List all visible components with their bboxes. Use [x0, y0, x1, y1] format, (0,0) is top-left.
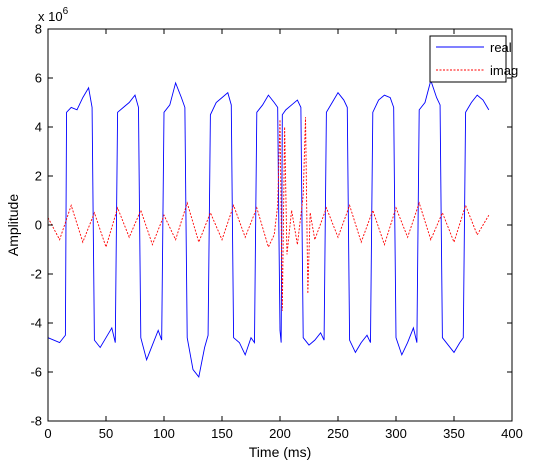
y-tick-label: 4: [35, 120, 42, 135]
y-tick-label: -8: [30, 414, 42, 429]
series-line-real: [47, 78, 490, 378]
y-tick-label: -4: [30, 316, 42, 331]
series-layer: [47, 78, 490, 378]
x-tick-label: 50: [99, 426, 113, 441]
y-axis-exponent-power: 6: [63, 6, 69, 17]
legend-label-imag: imag: [490, 63, 518, 78]
x-tick-label: 350: [443, 426, 465, 441]
legend-label-real: real: [490, 40, 512, 55]
plot-area: [48, 29, 512, 421]
y-axis-exponent-label: x 106: [38, 6, 69, 24]
x-tick-label: 300: [385, 426, 407, 441]
legend: real imag: [429, 35, 518, 83]
x-axis-ticks: 0 50 100 150 200 250 300 350 400: [44, 29, 523, 441]
x-tick-label: 100: [153, 426, 175, 441]
y-tick-label: -6: [30, 365, 42, 380]
y-tick-label: -2: [30, 267, 42, 282]
x-tick-label: 150: [211, 426, 233, 441]
x-tick-label: 400: [501, 426, 523, 441]
y-axis-exponent-base: x 10: [38, 9, 63, 24]
series-line-imag: [47, 117, 490, 311]
x-tick-label: 250: [327, 426, 349, 441]
y-tick-label: 8: [35, 22, 42, 37]
y-axis-label: Amplitude: [5, 194, 21, 256]
legend-box: [429, 35, 507, 83]
y-tick-label: 2: [35, 169, 42, 184]
x-tick-label: 0: [44, 426, 51, 441]
x-tick-label: 200: [269, 426, 291, 441]
y-tick-label: 6: [35, 71, 42, 86]
y-axis-ticks: 8 6 4 2 0 -2 -4 -6 -8: [30, 22, 512, 429]
y-tick-label: 0: [35, 218, 42, 233]
x-axis-label: Time (ms): [249, 444, 311, 460]
